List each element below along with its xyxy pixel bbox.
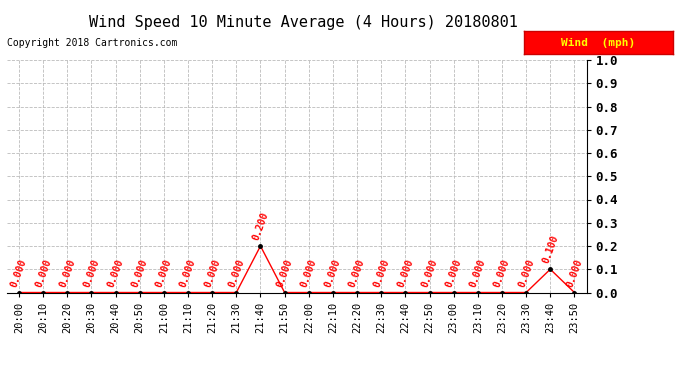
Text: Wind  (mph): Wind (mph) — [562, 38, 635, 48]
Text: 0.000: 0.000 — [33, 257, 53, 288]
Text: 0.200: 0.200 — [250, 211, 270, 242]
Text: 0.000: 0.000 — [130, 257, 150, 288]
Text: 0.000: 0.000 — [81, 257, 101, 288]
Text: 0.000: 0.000 — [57, 257, 77, 288]
Text: 0.000: 0.000 — [492, 257, 512, 288]
Text: 0.000: 0.000 — [444, 257, 464, 288]
Text: Copyright 2018 Cartronics.com: Copyright 2018 Cartronics.com — [7, 38, 177, 48]
Text: 0.000: 0.000 — [516, 257, 536, 288]
Text: 0.000: 0.000 — [299, 257, 319, 288]
Text: 0.000: 0.000 — [371, 257, 391, 288]
Text: 0.000: 0.000 — [178, 257, 198, 288]
Text: 0.000: 0.000 — [347, 257, 367, 288]
Text: 0.000: 0.000 — [420, 257, 440, 288]
Text: 0.000: 0.000 — [323, 257, 343, 288]
Text: 0.000: 0.000 — [9, 257, 29, 288]
Text: 0.000: 0.000 — [468, 257, 488, 288]
Text: 0.100: 0.100 — [540, 234, 560, 265]
Text: 0.000: 0.000 — [564, 257, 584, 288]
Text: 0.000: 0.000 — [202, 257, 222, 288]
Text: 0.000: 0.000 — [395, 257, 415, 288]
Text: Wind Speed 10 Minute Average (4 Hours) 20180801: Wind Speed 10 Minute Average (4 Hours) 2… — [89, 15, 518, 30]
Text: 0.000: 0.000 — [275, 257, 295, 288]
Text: 0.000: 0.000 — [226, 257, 246, 288]
Text: 0.000: 0.000 — [154, 257, 174, 288]
Text: 0.000: 0.000 — [106, 257, 126, 288]
